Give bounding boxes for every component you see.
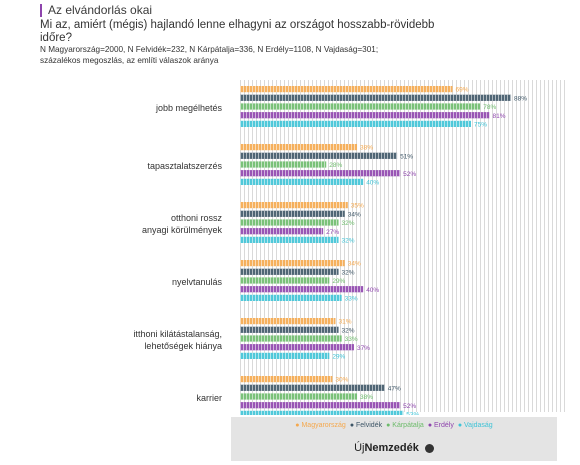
legend-item: ● Felvidék: [350, 422, 382, 429]
logo-mark-icon: [424, 443, 434, 453]
logo-prefix: Új: [354, 442, 365, 454]
legend-label: Magyarország: [301, 422, 346, 429]
bar: [240, 144, 358, 151]
legend: ● Magyarország ● Felvidék ● Kárpátalja ● Er…: [231, 422, 557, 429]
data-label: 75%: [474, 122, 487, 129]
logo-name: Nemzedék: [364, 442, 419, 454]
chart-header: Az elvándorlás okai Mi az, amiért (mégis…: [0, 0, 580, 72]
data-label: 32%: [342, 238, 355, 245]
legend-marker-icon: ●: [386, 422, 393, 429]
bar: [240, 228, 324, 235]
bar: [240, 260, 345, 267]
bar: [240, 326, 339, 333]
plot-background: [240, 80, 566, 412]
data-label: 69%: [456, 87, 469, 94]
data-label: 40%: [366, 287, 379, 294]
bar: [240, 202, 348, 209]
data-label: 81%: [492, 113, 505, 120]
data-label: 78%: [483, 104, 496, 111]
bar: [240, 352, 330, 359]
bar: [240, 178, 364, 185]
data-label: 88%: [514, 95, 527, 102]
data-label: 35%: [351, 203, 364, 210]
data-label: 38%: [360, 394, 373, 401]
bar: [240, 318, 336, 325]
data-label: 33%: [345, 336, 358, 343]
bar: [240, 268, 339, 275]
legend-item: ● Erdély: [428, 422, 454, 429]
bar: [240, 86, 453, 93]
category-label: jobb megélhetés: [155, 103, 223, 113]
legend-marker-icon: ●: [349, 422, 357, 429]
legend-label: Erdély: [434, 422, 454, 429]
legend-label: Kárpátalja: [392, 422, 424, 429]
bar: [240, 344, 354, 351]
bar: [240, 402, 401, 409]
data-label: 29%: [332, 354, 345, 361]
category-label: itthoni kilátástalanság,: [133, 329, 222, 339]
bar: [240, 277, 330, 284]
bar: [240, 210, 345, 217]
data-label: 37%: [357, 345, 370, 352]
data-label: 32%: [342, 327, 355, 334]
ujnemzedek-logo: ÚjNemzedék: [231, 442, 557, 454]
bar: [240, 393, 358, 400]
bar: [240, 335, 342, 342]
category-label: karrier: [196, 393, 222, 403]
bar: [240, 236, 339, 243]
data-label: 34%: [348, 261, 361, 268]
bar: [240, 120, 471, 127]
data-label: 47%: [388, 385, 401, 392]
data-label: 30%: [335, 377, 348, 384]
legend-box: ● Magyarország ● Felvidék ● Kárpátalja ● Er…: [231, 417, 557, 461]
category-label: lehetőségek hiánya: [144, 341, 222, 351]
survey-question: Mi az, amiért (mégis) hajlandó lenne elh…: [40, 19, 435, 44]
data-label: 28%: [329, 162, 342, 169]
category-label: anyagi körülmények: [142, 225, 223, 235]
legend-item: ● Magyarország: [295, 422, 346, 429]
data-label: 32%: [342, 269, 355, 276]
category-label: tapasztalatszerzés: [147, 161, 222, 171]
data-label: 53%: [406, 412, 419, 416]
data-label: 38%: [360, 145, 373, 152]
data-label: 31%: [338, 319, 351, 326]
legend-item: ● Kárpátalja: [386, 422, 424, 429]
legend-label: Vajdaság: [464, 422, 493, 429]
category-label: otthoni rossz: [171, 213, 223, 223]
bar-chart: jobb megélhetés 69% 88% 78% 81% 75% tapasztala…: [133, 80, 566, 416]
data-label: 32%: [342, 220, 355, 227]
bar: [240, 170, 401, 177]
data-label: 52%: [403, 171, 416, 178]
bar: [240, 161, 327, 168]
bar: [240, 219, 339, 226]
legend-label: Felvidék: [356, 422, 383, 429]
data-label: 33%: [345, 296, 358, 303]
bar: [240, 294, 342, 301]
bar: [240, 112, 490, 119]
data-label: 40%: [366, 180, 379, 187]
data-label: 34%: [348, 211, 361, 218]
legend-marker-icon: ●: [427, 422, 434, 429]
data-label: 51%: [400, 153, 413, 160]
chart-title: Az elvándorlás okai: [40, 4, 152, 17]
category-label: nyelvtanulás: [172, 277, 223, 287]
sample-note: N Magyarország=2000, N Felvidék=232, N K…: [40, 45, 379, 65]
data-label: 27%: [326, 229, 339, 236]
bar: [240, 376, 333, 383]
bar: [240, 286, 364, 293]
legend-marker-icon: ●: [457, 422, 465, 429]
legend-marker-icon: ●: [295, 422, 302, 429]
data-label: 52%: [403, 403, 416, 410]
legend-item: ● Vajdaság: [458, 422, 493, 429]
data-label: 29%: [332, 278, 345, 285]
